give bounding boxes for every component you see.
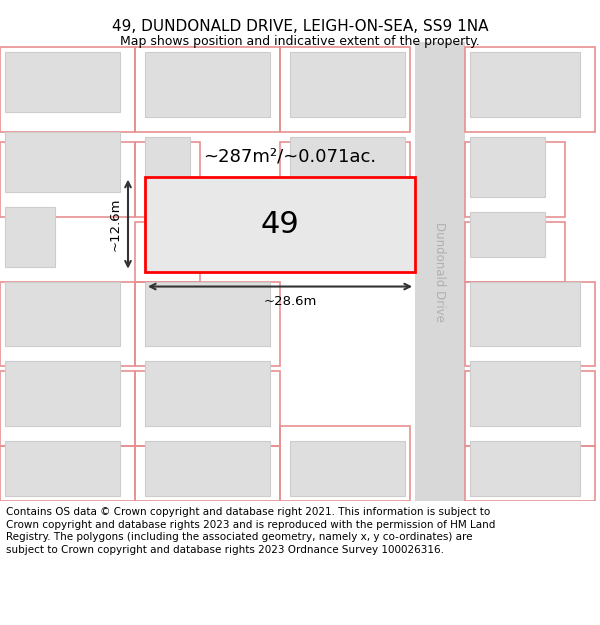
- Bar: [135, 142, 200, 217]
- Bar: [470, 281, 580, 346]
- Bar: [470, 361, 580, 426]
- Bar: [290, 137, 405, 197]
- Bar: [135, 222, 200, 281]
- Bar: [5, 281, 120, 346]
- Text: 49: 49: [260, 209, 299, 239]
- Bar: [5, 52, 120, 112]
- Bar: [0, 371, 135, 446]
- Bar: [280, 142, 410, 217]
- Text: Dundonald Drive: Dundonald Drive: [433, 222, 446, 321]
- Bar: [280, 426, 410, 501]
- Bar: [465, 446, 595, 501]
- Bar: [465, 142, 565, 217]
- Bar: [280, 47, 410, 132]
- Text: ~28.6m: ~28.6m: [263, 295, 317, 308]
- Bar: [145, 177, 415, 271]
- Bar: [465, 222, 565, 281]
- Bar: [145, 137, 190, 197]
- Bar: [135, 281, 280, 366]
- Bar: [5, 441, 120, 496]
- Bar: [415, 42, 465, 501]
- Bar: [135, 371, 280, 446]
- Bar: [145, 52, 270, 117]
- Bar: [5, 361, 120, 426]
- Bar: [0, 142, 135, 217]
- Bar: [290, 441, 405, 496]
- Bar: [0, 47, 135, 132]
- Bar: [0, 281, 135, 366]
- Text: ~287m²/~0.071ac.: ~287m²/~0.071ac.: [203, 148, 377, 166]
- Bar: [5, 207, 55, 267]
- Bar: [290, 52, 405, 117]
- Bar: [470, 52, 580, 117]
- Text: ~12.6m: ~12.6m: [109, 198, 121, 251]
- Text: Contains OS data © Crown copyright and database right 2021. This information is : Contains OS data © Crown copyright and d…: [6, 508, 496, 554]
- Bar: [145, 212, 190, 257]
- Bar: [470, 212, 545, 257]
- Bar: [470, 137, 545, 197]
- Bar: [470, 441, 580, 496]
- Bar: [145, 441, 270, 496]
- Bar: [135, 446, 280, 501]
- Text: Map shows position and indicative extent of the property.: Map shows position and indicative extent…: [120, 36, 480, 48]
- Bar: [0, 446, 135, 501]
- Bar: [5, 132, 120, 192]
- Bar: [465, 281, 595, 366]
- Bar: [145, 281, 270, 346]
- Bar: [465, 371, 595, 446]
- Bar: [135, 47, 280, 132]
- Bar: [145, 361, 270, 426]
- Text: 49, DUNDONALD DRIVE, LEIGH-ON-SEA, SS9 1NA: 49, DUNDONALD DRIVE, LEIGH-ON-SEA, SS9 1…: [112, 19, 488, 34]
- Bar: [465, 47, 595, 132]
